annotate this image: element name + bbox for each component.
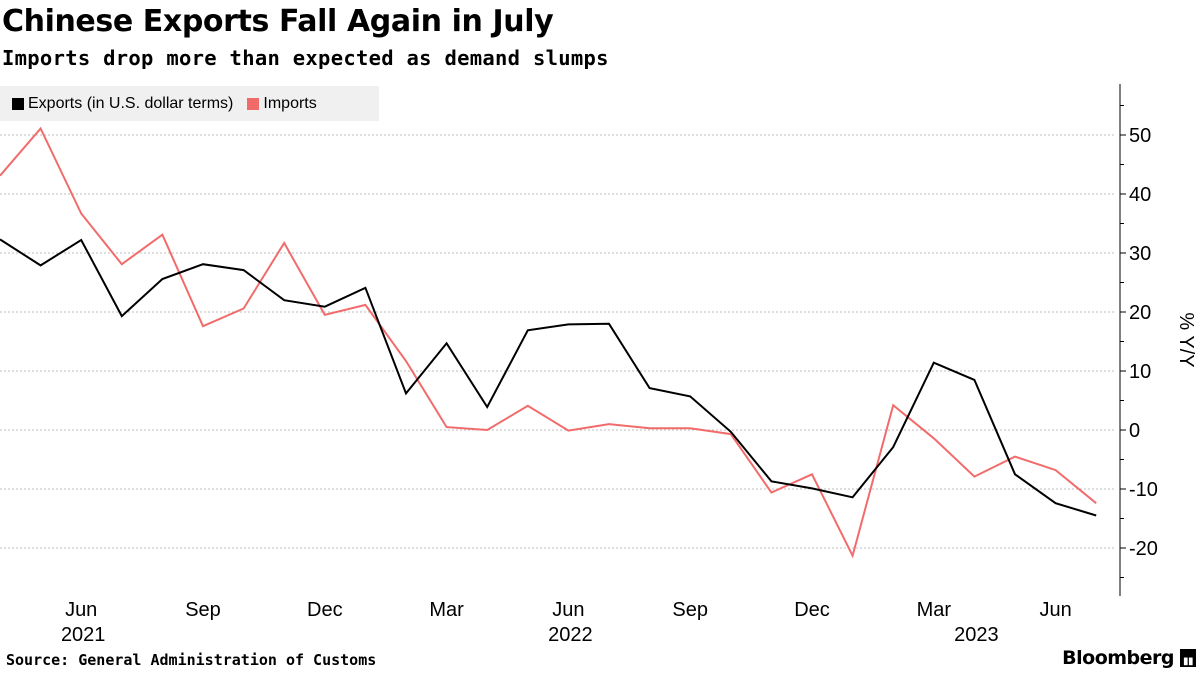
x-tick-label: Jun bbox=[65, 599, 97, 621]
y-tick-label: 10 bbox=[1129, 361, 1151, 383]
x-axis-ticks: Jun Sep Dec Mar Jun Sep Dec Mar Jun 2021 2022 2023 bbox=[61, 599, 1072, 646]
gridlines bbox=[0, 134, 1115, 549]
x-tick-label: Mar bbox=[429, 599, 464, 621]
legend-item-exports: Exports (in U.S. dollar terms) bbox=[12, 95, 233, 113]
brand-wordmark: Bloomberg bbox=[1062, 647, 1174, 669]
y-tick-label: 40 bbox=[1129, 184, 1151, 206]
chart-title: Chinese Exports Fall Again in July bbox=[2, 4, 554, 39]
x-year-label: 2023 bbox=[954, 624, 999, 646]
legend-label-imports: Imports bbox=[263, 94, 317, 112]
y-tick-label: -20 bbox=[1129, 538, 1158, 560]
y-axis-ticks: 50 40 30 20 10 0 -10 -20 bbox=[1120, 105, 1158, 578]
legend-label-exports: Exports (in U.S. dollar terms) bbox=[28, 94, 234, 112]
legend: Exports (in U.S. dollar terms) Imports bbox=[0, 86, 379, 121]
y-tick-label: 30 bbox=[1129, 243, 1151, 265]
x-tick-label: Mar bbox=[917, 599, 952, 621]
y-tick-label: 0 bbox=[1129, 420, 1140, 442]
x-tick-label: Dec bbox=[794, 599, 830, 621]
legend-swatch-imports bbox=[247, 97, 260, 110]
x-year-label: 2022 bbox=[548, 624, 593, 646]
series-lines bbox=[0, 126, 1097, 559]
x-tick-label: Jun bbox=[1039, 599, 1071, 621]
x-tick-label: Sep bbox=[672, 599, 708, 621]
legend-swatch-exports bbox=[12, 97, 24, 110]
x-tick-label: Jun bbox=[552, 599, 584, 621]
bloomberg-terminal-icon: ▮▮ bbox=[1180, 649, 1196, 667]
x-tick-label: Sep bbox=[185, 599, 221, 621]
y-tick-label: 20 bbox=[1129, 302, 1151, 324]
series-line-imports bbox=[0, 126, 1097, 559]
y-tick-label: 50 bbox=[1129, 125, 1151, 147]
legend-item-imports: Imports bbox=[247, 94, 317, 113]
y-tick-label: -10 bbox=[1129, 479, 1158, 501]
source-note: Source: General Administration of Custom… bbox=[6, 651, 377, 669]
y-axis-label: % Y/Y bbox=[1175, 312, 1197, 367]
x-year-label: 2021 bbox=[61, 624, 106, 646]
chart-subtitle: Imports drop more than expected as deman… bbox=[2, 46, 609, 70]
bloomberg-logo: Bloomberg ▮▮ bbox=[1062, 647, 1196, 669]
x-tick-label: Dec bbox=[307, 599, 343, 621]
series-line-exports bbox=[0, 238, 1097, 517]
